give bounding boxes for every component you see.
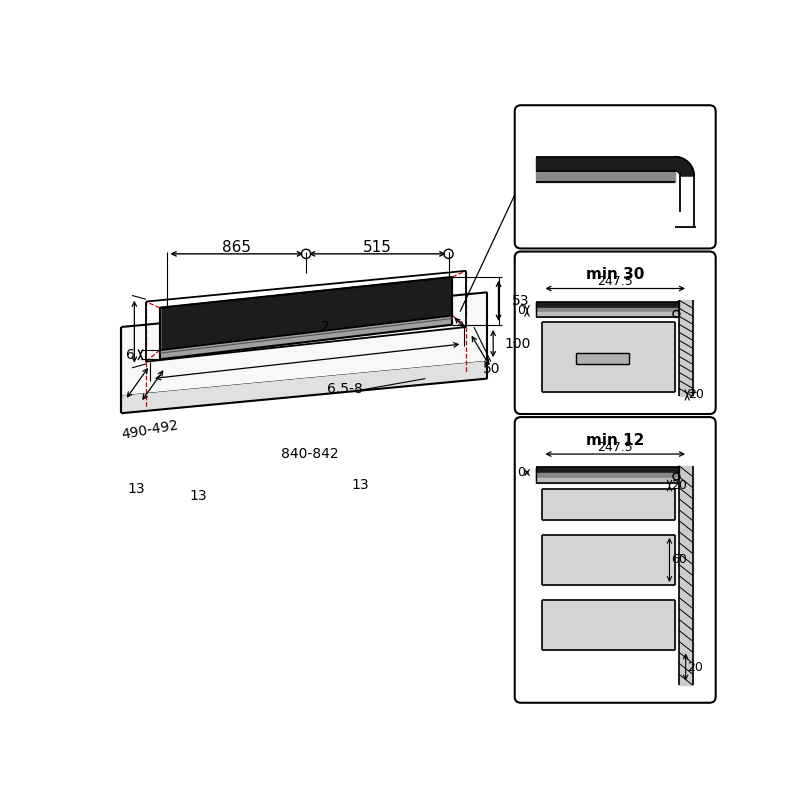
Polygon shape	[160, 315, 452, 359]
Text: 2: 2	[321, 320, 330, 334]
Polygon shape	[536, 478, 678, 482]
FancyBboxPatch shape	[514, 417, 716, 702]
Polygon shape	[536, 312, 678, 317]
Polygon shape	[542, 600, 675, 650]
Polygon shape	[536, 474, 678, 478]
Text: min 30: min 30	[586, 267, 644, 282]
Polygon shape	[542, 322, 675, 393]
Text: 13: 13	[190, 490, 207, 503]
Polygon shape	[575, 354, 629, 364]
Text: 865: 865	[222, 240, 251, 255]
Text: 13: 13	[351, 478, 369, 492]
Text: 60: 60	[671, 554, 687, 566]
Polygon shape	[536, 157, 675, 170]
Polygon shape	[536, 308, 678, 312]
Text: 490-492: 490-492	[120, 418, 179, 442]
Text: 0: 0	[517, 466, 525, 479]
Polygon shape	[675, 157, 694, 176]
Polygon shape	[122, 362, 487, 414]
Text: 100: 100	[504, 338, 530, 351]
FancyBboxPatch shape	[514, 106, 716, 249]
Polygon shape	[122, 292, 487, 396]
Text: 53: 53	[513, 294, 530, 308]
Text: 515: 515	[363, 240, 392, 255]
Text: 247.5: 247.5	[598, 275, 633, 288]
Polygon shape	[678, 300, 693, 396]
Polygon shape	[536, 467, 678, 474]
Text: 13: 13	[128, 482, 146, 496]
Polygon shape	[542, 489, 675, 519]
Text: 20: 20	[671, 479, 687, 492]
Text: 20: 20	[688, 388, 704, 401]
Text: min 12: min 12	[586, 433, 644, 448]
Polygon shape	[678, 466, 693, 685]
Text: 20: 20	[687, 662, 703, 674]
Text: 0: 0	[517, 304, 525, 318]
Text: 840-842: 840-842	[281, 447, 338, 461]
FancyBboxPatch shape	[514, 251, 716, 414]
Text: 6.5-8: 6.5-8	[326, 382, 362, 396]
Text: 247.5: 247.5	[598, 441, 633, 454]
Polygon shape	[536, 302, 678, 308]
Polygon shape	[542, 535, 675, 585]
Polygon shape	[536, 170, 675, 182]
Text: 50: 50	[483, 362, 501, 376]
Text: 6: 6	[126, 348, 135, 362]
Polygon shape	[160, 277, 452, 350]
